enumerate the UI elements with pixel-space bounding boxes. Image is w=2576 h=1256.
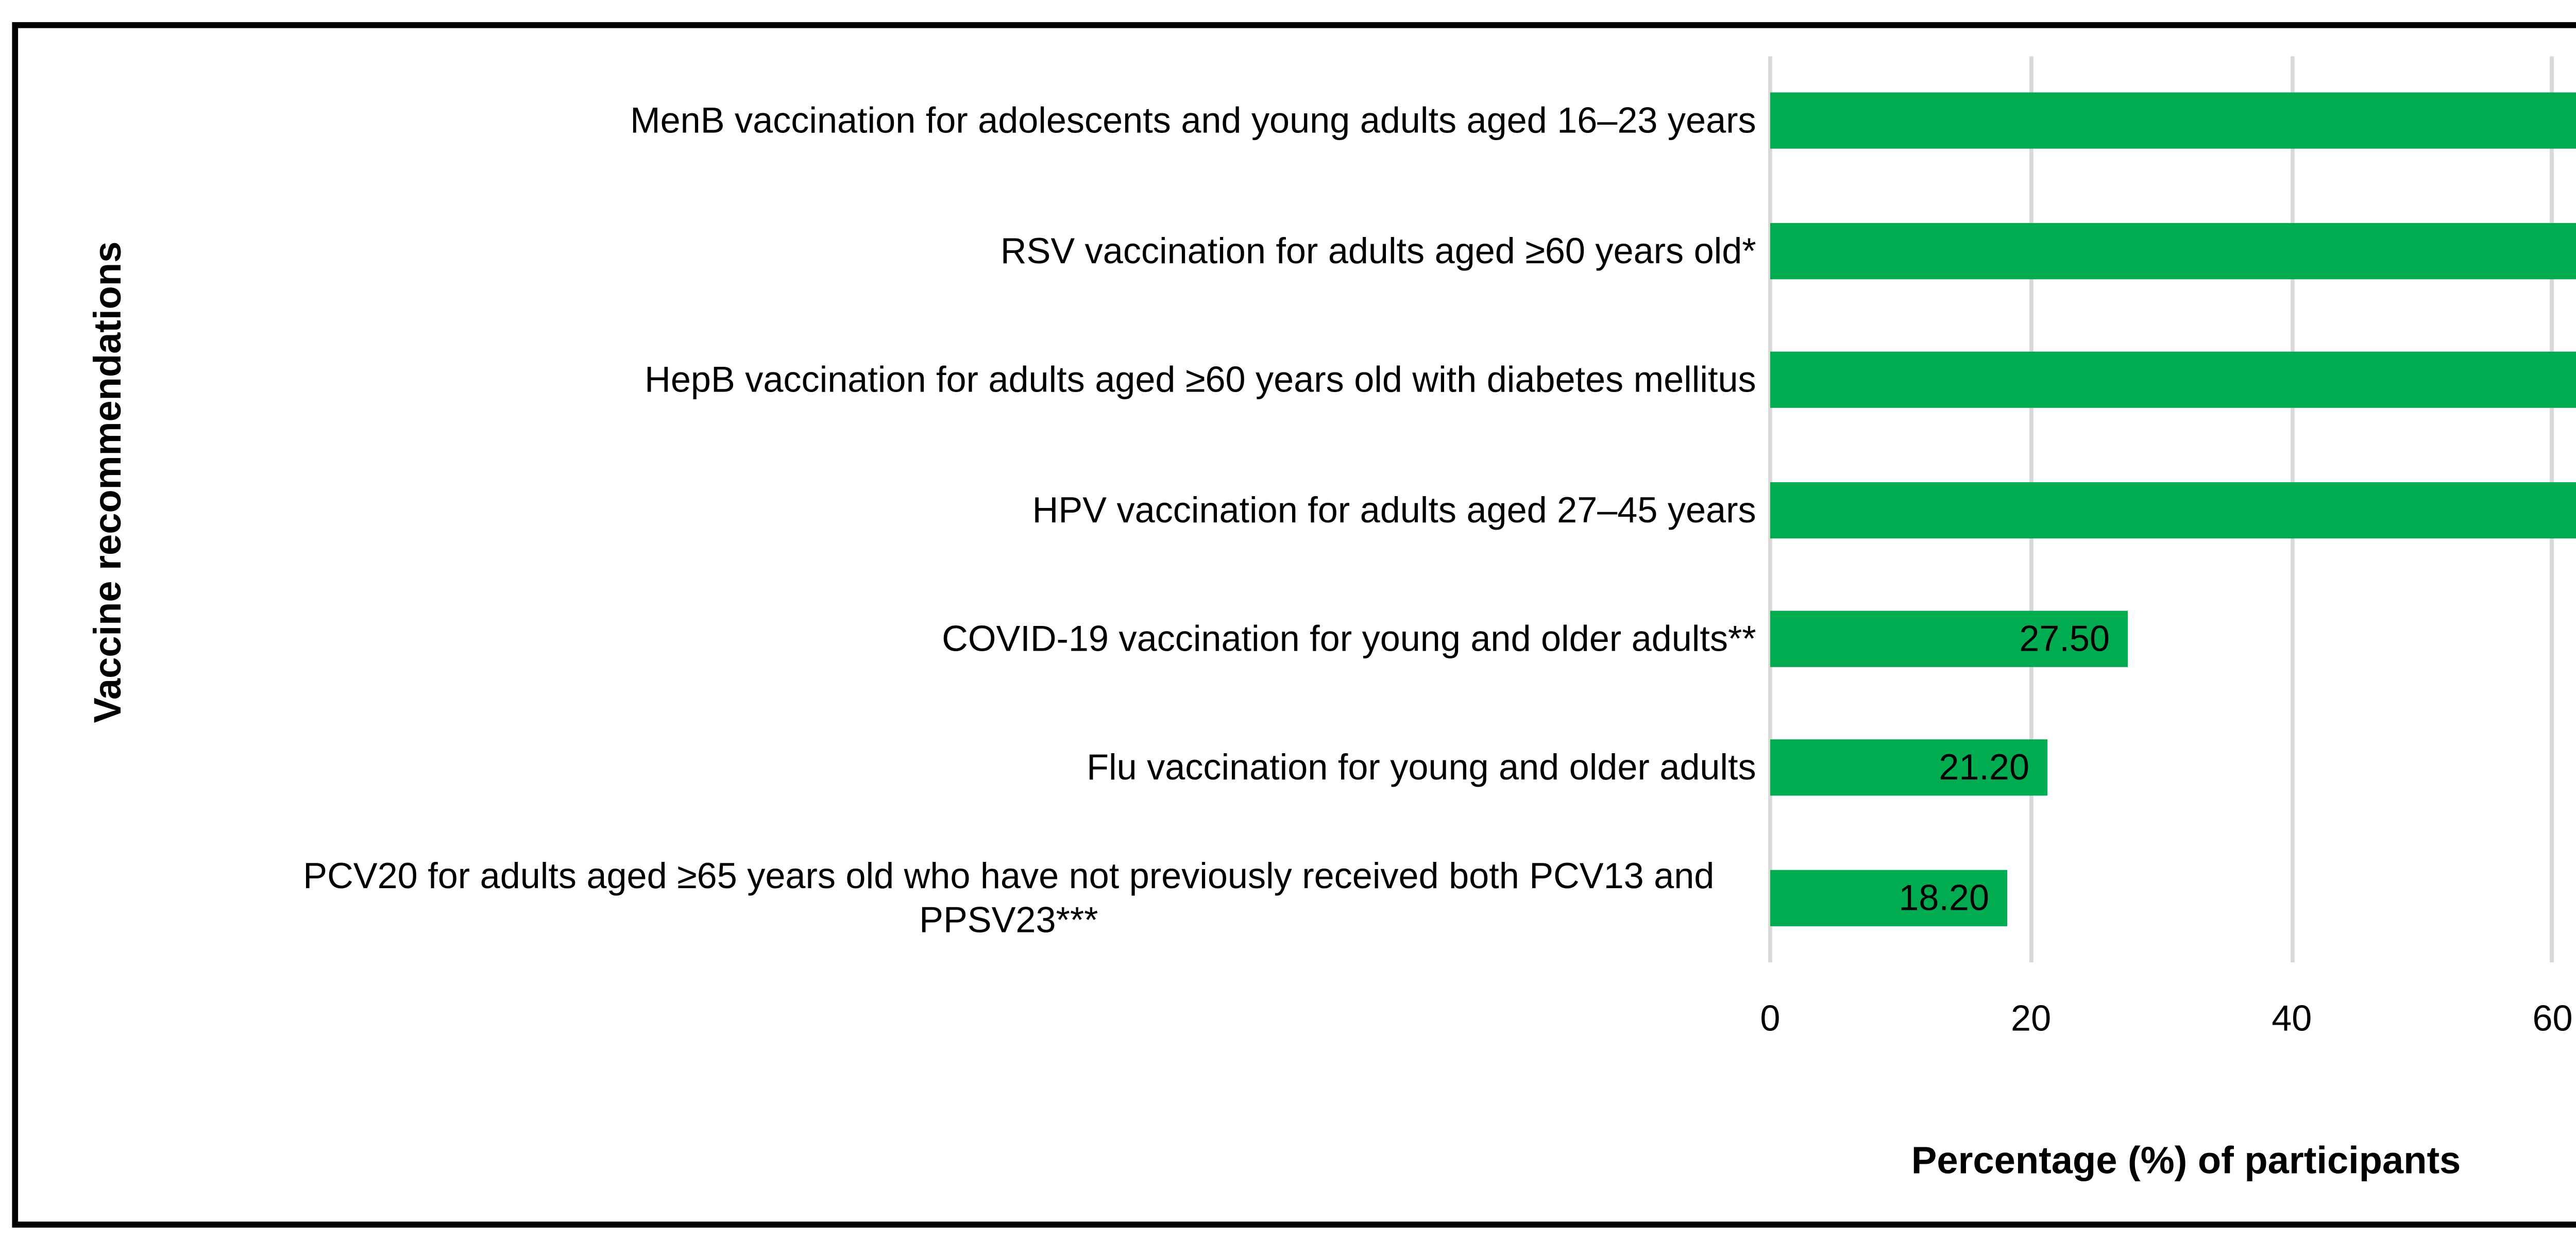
x-axis-title: Percentage (%) of participants [1911, 1141, 2461, 1184]
category-label: RSV vaccination for adults aged ≥60 year… [1000, 231, 1756, 271]
x-tick-label: 20 [2011, 998, 2052, 1039]
category-label: Flu vaccination for young and older adul… [1087, 747, 1756, 788]
bar: 18.20 [1770, 870, 2008, 926]
bar-value-label: 21.20 [1939, 747, 2029, 788]
x-tick-label: 0 [1760, 998, 1781, 1039]
bar: 79.40 [1770, 351, 2576, 408]
category-label: HepB vaccination for adults aged ≥60 yea… [645, 360, 1756, 400]
bar: 27.50 [1770, 610, 2128, 667]
bar: 21.20 [1770, 739, 2048, 796]
category-label: PCV20 for adults aged ≥65 years old who … [303, 856, 1715, 941]
bar-value-label: 18.20 [1899, 878, 1989, 919]
category-label: MenB vaccination for adolescents and you… [630, 100, 1756, 141]
category-label: HPV vaccination for adults aged 27–45 ye… [1032, 490, 1756, 531]
gridline [1768, 56, 1772, 963]
bar: 78.80 [1770, 482, 2576, 539]
bar: 80.40 [1770, 92, 2576, 149]
y-axis-title-text: Vaccine recommendations [88, 241, 131, 723]
bar-value-label: 27.50 [2019, 619, 2110, 659]
x-tick-label: 60 [2532, 998, 2573, 1039]
category-label: COVID-19 vaccination for young and older… [942, 619, 1756, 659]
x-tick-label: 40 [2272, 998, 2312, 1039]
bar: 79.80 [1770, 223, 2576, 280]
